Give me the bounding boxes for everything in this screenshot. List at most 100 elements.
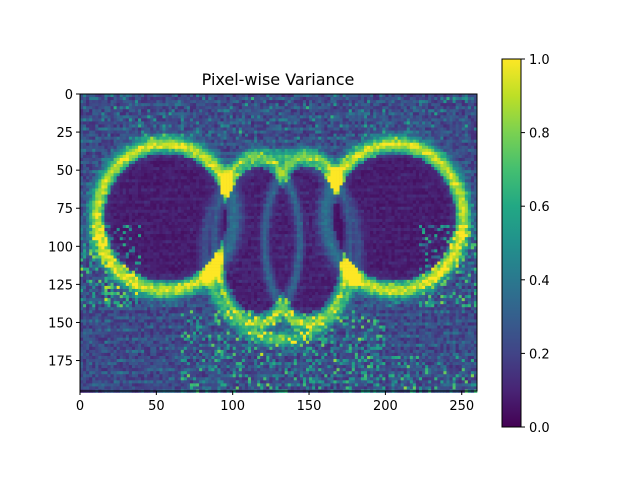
heatmap-cell <box>192 118 197 122</box>
heatmap-cell <box>177 106 182 110</box>
heatmap-cell <box>388 97 392 101</box>
heatmap-cell <box>382 164 386 168</box>
heatmap-cell <box>251 94 255 98</box>
heatmap-cell <box>406 173 411 177</box>
heatmap-cell <box>287 133 292 137</box>
heatmap-cell <box>290 151 295 156</box>
heatmap-cell <box>80 191 84 195</box>
heatmap-cell <box>244 118 249 122</box>
heatmap-cell <box>208 194 212 198</box>
heatmap-cell <box>208 106 212 110</box>
heatmap-cell <box>229 121 233 125</box>
heatmap-cell <box>159 139 163 144</box>
heatmap-cell <box>269 145 273 150</box>
heatmap-cell <box>394 203 398 208</box>
heatmap-cell <box>244 103 249 107</box>
heatmap-cell <box>278 197 282 201</box>
heatmap-cell <box>357 194 362 198</box>
heatmap-cell <box>153 209 157 214</box>
heatmap-cell <box>122 170 127 174</box>
heatmap-cell <box>342 200 346 204</box>
heatmap-cell <box>159 94 163 98</box>
heatmap-cell <box>251 164 255 168</box>
heatmap-cell <box>443 118 447 122</box>
heatmap-cell <box>150 133 154 137</box>
heatmap-cell <box>418 164 423 168</box>
heatmap-cell <box>302 133 307 137</box>
heatmap-cell <box>318 161 322 165</box>
heatmap-cell <box>278 118 282 122</box>
heatmap-cell <box>232 176 237 180</box>
heatmap-cell <box>449 170 453 174</box>
heatmap-cell <box>409 191 414 195</box>
heatmap-cell <box>156 148 160 153</box>
heatmap-cell <box>168 167 172 171</box>
heatmap-cell <box>449 148 453 153</box>
heatmap-cell <box>275 176 279 180</box>
heatmap-cell <box>360 179 365 183</box>
heatmap-cell <box>275 136 279 140</box>
heatmap-cell <box>98 139 102 144</box>
heatmap-cell <box>86 154 90 159</box>
heatmap-cell <box>434 133 438 137</box>
heatmap-cell <box>229 112 233 116</box>
heatmap-cell <box>192 209 197 214</box>
heatmap-cell <box>192 136 197 140</box>
heatmap-cell <box>354 100 359 104</box>
heatmap-cell <box>238 148 243 153</box>
heatmap-cell <box>333 106 337 110</box>
heatmap-cell <box>281 164 285 168</box>
heatmap-cell <box>467 133 472 137</box>
heatmap-cell <box>315 139 319 144</box>
heatmap-cell <box>107 136 111 140</box>
heatmap-cell <box>150 151 154 156</box>
heatmap-cell <box>263 148 267 153</box>
heatmap-cell <box>177 200 182 204</box>
heatmap-cell <box>437 100 441 104</box>
heatmap-cell <box>177 197 182 201</box>
heatmap-cell <box>330 94 334 98</box>
heatmap-cell <box>461 112 466 116</box>
heatmap-cell <box>403 103 408 107</box>
heatmap-cell <box>305 139 310 144</box>
heatmap-cell <box>299 121 304 125</box>
heatmap-cell <box>452 176 456 180</box>
heatmap-cell <box>92 194 96 198</box>
heatmap-cell <box>229 191 233 195</box>
heatmap-cell <box>128 100 133 104</box>
heatmap-cell <box>162 194 166 198</box>
heatmap-cell <box>376 151 380 156</box>
heatmap-cell <box>440 185 444 189</box>
heatmap-cell <box>388 124 392 128</box>
heatmap-cell <box>251 118 255 122</box>
heatmap-cell <box>199 103 203 107</box>
heatmap-cell <box>202 97 206 101</box>
heatmap-cell <box>131 188 136 192</box>
heatmap-cell <box>272 203 276 208</box>
heatmap-cell <box>238 164 243 168</box>
heatmap-cell <box>168 179 172 183</box>
heatmap-cell <box>431 133 435 137</box>
heatmap-cell <box>473 197 478 201</box>
heatmap-cell <box>473 94 478 98</box>
heatmap-cell <box>147 203 151 208</box>
heatmap-cell <box>458 148 463 153</box>
heatmap-cell <box>247 121 252 125</box>
heatmap-cell <box>440 154 444 159</box>
heatmap-cell <box>98 97 102 101</box>
heatmap-cell <box>290 142 295 147</box>
heatmap-cell <box>269 154 273 159</box>
heatmap-cell <box>116 194 120 198</box>
heatmap-cell <box>134 167 139 171</box>
heatmap-cell <box>177 151 182 156</box>
heatmap-cell <box>244 173 249 177</box>
heatmap-cell <box>226 176 230 180</box>
heatmap-cell <box>464 167 469 171</box>
heatmap-cell <box>232 185 237 189</box>
heatmap-cell <box>205 148 209 153</box>
heatmap-cell <box>309 97 313 101</box>
heatmap-cell <box>342 173 346 177</box>
heatmap-cell <box>440 94 444 98</box>
heatmap-cell <box>217 124 221 128</box>
heatmap-cell <box>177 206 182 211</box>
